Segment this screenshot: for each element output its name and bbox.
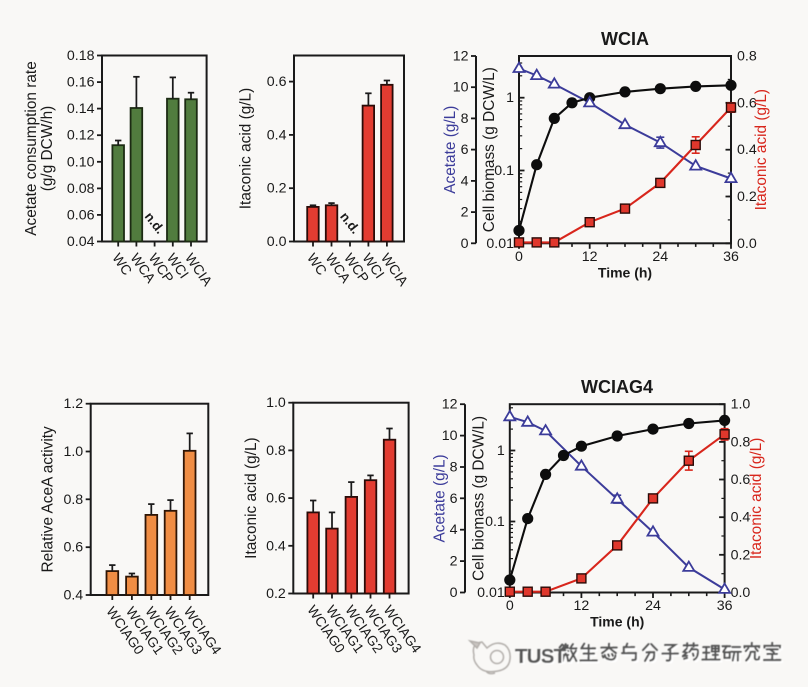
svg-text:0.0: 0.0 [731, 585, 751, 601]
svg-text:10: 10 [442, 428, 458, 444]
svg-text:Time (h): Time (h) [590, 614, 644, 630]
svg-text:0.1: 0.1 [494, 163, 514, 179]
svg-text:0.4: 0.4 [737, 142, 757, 158]
svg-text:0.4: 0.4 [267, 127, 287, 143]
svg-text:12: 12 [453, 49, 469, 65]
svg-text:10: 10 [453, 80, 469, 96]
svg-text:0.08: 0.08 [67, 181, 95, 197]
svg-text:1: 1 [506, 90, 514, 106]
svg-text:2: 2 [461, 205, 469, 221]
svg-text:0.14: 0.14 [67, 101, 95, 117]
svg-text:4: 4 [450, 522, 458, 538]
svg-text:0: 0 [515, 249, 523, 265]
svg-text:0.2: 0.2 [267, 181, 287, 197]
svg-text:0.04: 0.04 [67, 234, 95, 250]
svg-text:0: 0 [450, 585, 458, 601]
svg-text:36: 36 [723, 249, 739, 265]
svg-text:0: 0 [506, 598, 514, 614]
svg-text:0.2: 0.2 [266, 586, 286, 602]
svg-text:0.6: 0.6 [266, 491, 286, 507]
svg-text:TUST: TUST [515, 645, 567, 668]
svg-text:0.6: 0.6 [267, 74, 287, 90]
svg-text:0.8: 0.8 [731, 434, 751, 450]
svg-text:24: 24 [652, 249, 668, 265]
svg-text:Itaconic acid (g/L): Itaconic acid (g/L) [748, 438, 765, 559]
svg-text:4: 4 [461, 173, 469, 189]
svg-text:Cell biomass (g DCW/L): Cell biomass (g DCW/L) [471, 416, 488, 581]
svg-text:2: 2 [450, 554, 458, 570]
svg-text:24: 24 [645, 598, 661, 614]
svg-text:8: 8 [461, 111, 469, 127]
svg-text:0.4: 0.4 [63, 588, 83, 604]
svg-text:0.01: 0.01 [477, 585, 505, 601]
svg-text:6: 6 [461, 142, 469, 158]
svg-text:WCIAG4: WCIAG4 [581, 377, 653, 397]
svg-text:WCIA: WCIA [601, 29, 649, 49]
svg-text:0.2: 0.2 [731, 547, 751, 563]
svg-text:0.8: 0.8 [63, 492, 83, 508]
svg-text:0.6: 0.6 [63, 540, 83, 556]
svg-text:0.2: 0.2 [737, 189, 757, 205]
svg-text:Acetate consumption rate: Acetate consumption rate [23, 61, 40, 236]
svg-text:0.12: 0.12 [67, 128, 95, 144]
svg-text:0.6: 0.6 [737, 95, 757, 111]
svg-text:1.0: 1.0 [731, 397, 751, 413]
svg-text:1.2: 1.2 [63, 396, 83, 412]
svg-text:Itaconic acid (g/L): Itaconic acid (g/L) [753, 89, 770, 210]
svg-text:0.1: 0.1 [485, 514, 505, 530]
svg-text:Acetate (g/L): Acetate (g/L) [442, 106, 459, 194]
svg-text:1.0: 1.0 [63, 444, 83, 460]
svg-text:1: 1 [497, 443, 505, 459]
svg-text:TUST: TUST [517, 647, 569, 670]
svg-text:6: 6 [450, 491, 458, 507]
svg-text:12: 12 [574, 598, 590, 614]
svg-text:0.0: 0.0 [267, 234, 287, 250]
svg-text:(g/g DCW/h): (g/g DCW/h) [39, 106, 56, 192]
svg-text:0.4: 0.4 [731, 510, 751, 526]
svg-text:8: 8 [450, 460, 458, 476]
svg-text:0.16: 0.16 [67, 75, 95, 91]
svg-text:0.8: 0.8 [266, 443, 286, 459]
svg-text:0: 0 [461, 236, 469, 252]
svg-text:0.06: 0.06 [67, 207, 95, 223]
svg-text:0.0: 0.0 [737, 236, 757, 252]
svg-text:0.18: 0.18 [67, 48, 95, 64]
svg-text:0.8: 0.8 [737, 49, 757, 65]
svg-text:0.01: 0.01 [486, 236, 514, 252]
svg-text:36: 36 [717, 598, 733, 614]
svg-text:Cell biomass (g DCW/L): Cell biomass (g DCW/L) [481, 67, 498, 232]
svg-text:Relative AceA activity: Relative AceA activity [40, 426, 57, 573]
svg-text:0.10: 0.10 [67, 154, 95, 170]
svg-text:Itaconic acid (g/L): Itaconic acid (g/L) [238, 88, 255, 209]
svg-text:Itaconic acid (g/L): Itaconic acid (g/L) [243, 437, 260, 558]
svg-text:12: 12 [582, 249, 598, 265]
svg-text:0.6: 0.6 [731, 472, 751, 488]
svg-text:Time (h): Time (h) [598, 264, 652, 280]
svg-text:1.0: 1.0 [266, 395, 286, 411]
svg-text:12: 12 [442, 397, 458, 413]
svg-text:0.4: 0.4 [266, 538, 286, 554]
svg-text:Acetate (g/L): Acetate (g/L) [432, 454, 449, 542]
